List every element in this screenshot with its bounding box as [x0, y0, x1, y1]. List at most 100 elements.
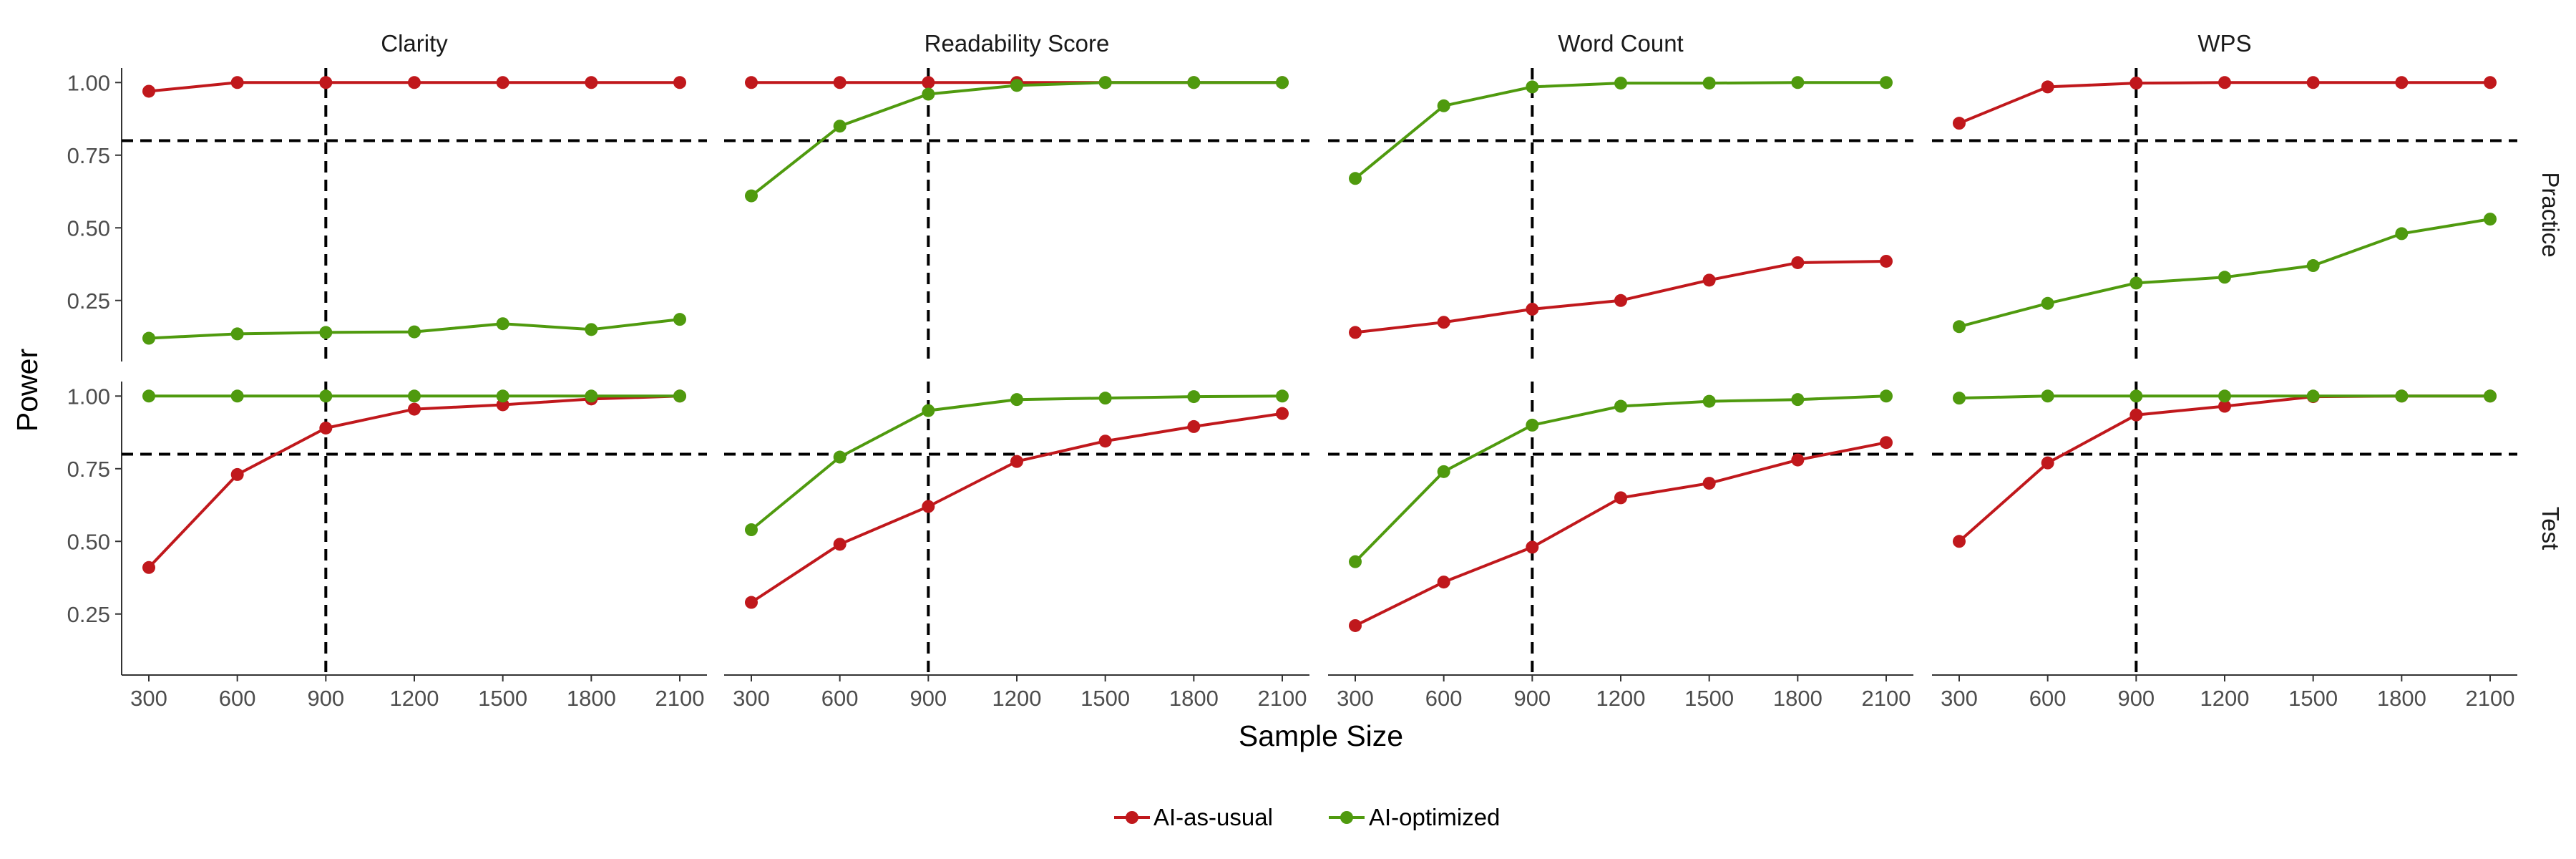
x-tick-label: 600: [821, 686, 859, 711]
series-line-ai-as-usual: [1355, 441, 1887, 627]
data-point-ai-optimized: [2218, 271, 2231, 284]
x-tick-label: 2100: [655, 686, 705, 711]
data-point-ai-as-usual: [2129, 408, 2143, 422]
x-axis-title: Sample Size: [1239, 719, 1403, 752]
data-point-ai-as-usual: [1526, 540, 1539, 554]
x-tick-label: 600: [2029, 686, 2067, 711]
y-tick-label: 1.00: [67, 70, 110, 95]
y-tick-label: 0.75: [67, 457, 110, 482]
data-point-ai-optimized: [142, 331, 155, 345]
data-point-ai-optimized: [1791, 393, 1805, 407]
data-point-ai-as-usual: [2041, 80, 2054, 94]
series-line-ai-as-usual: [147, 394, 680, 569]
x-tick-label: 1800: [1773, 686, 1823, 711]
panel-test-wps: [1953, 389, 2497, 548]
x-tick-label: 600: [1425, 686, 1463, 711]
data-point-ai-optimized: [2041, 296, 2054, 310]
y-axis-title: Power: [11, 349, 44, 432]
data-point-ai-optimized: [2306, 389, 2320, 403]
x-tick-label: 300: [1941, 686, 1978, 711]
data-point-ai-as-usual: [673, 76, 686, 89]
data-point-ai-optimized: [1010, 79, 1023, 92]
data-point-ai-as-usual: [1614, 491, 1627, 505]
data-point-ai-optimized: [1953, 392, 1966, 405]
data-point-ai-as-usual: [2484, 76, 2497, 89]
data-point-ai-optimized: [1276, 389, 1289, 403]
data-point-ai-optimized: [408, 389, 421, 403]
facet-label-test: Test: [2537, 507, 2564, 550]
data-point-ai-optimized: [319, 326, 333, 339]
data-point-ai-optimized: [2306, 259, 2320, 273]
data-point-ai-optimized: [496, 389, 509, 403]
data-point-ai-as-usual: [2129, 77, 2143, 90]
x-tick-label: 900: [2117, 686, 2155, 711]
data-point-ai-optimized: [1526, 418, 1539, 432]
panel-test-word-count: [1349, 389, 1893, 632]
x-tick-label: 900: [909, 686, 947, 711]
data-point-ai-optimized: [922, 404, 935, 417]
data-point-ai-optimized: [1614, 77, 1627, 90]
data-point-ai-as-usual: [408, 402, 421, 416]
data-point-ai-optimized: [745, 189, 758, 203]
data-point-ai-optimized: [1702, 77, 1716, 90]
data-point-ai-optimized: [1187, 390, 1201, 404]
data-point-ai-as-usual: [1880, 436, 1893, 450]
data-point-ai-as-usual: [1437, 316, 1450, 329]
y-tick-label: 0.25: [67, 602, 110, 627]
x-tick-label: 300: [1337, 686, 1374, 711]
legend-label-ai-as-usual: AI-as-usual: [1153, 804, 1273, 830]
data-point-ai-optimized: [833, 120, 847, 133]
data-point-ai-as-usual: [1880, 254, 1893, 268]
data-point-ai-as-usual: [745, 596, 758, 609]
data-point-ai-optimized: [1880, 76, 1893, 89]
y-tick-label: 1.00: [67, 384, 110, 409]
data-point-ai-optimized: [1702, 394, 1716, 408]
data-point-ai-optimized: [585, 323, 598, 336]
data-point-ai-as-usual: [319, 76, 333, 89]
data-point-ai-optimized: [1187, 76, 1201, 89]
data-point-ai-optimized: [1349, 172, 1362, 185]
data-point-ai-optimized: [673, 313, 686, 326]
data-point-ai-optimized: [2395, 227, 2409, 241]
data-point-ai-optimized: [2218, 389, 2231, 403]
facet-label-clarity: Clarity: [381, 30, 448, 57]
x-tick-label: 600: [219, 686, 256, 711]
data-point-ai-as-usual: [1526, 302, 1539, 316]
data-point-ai-as-usual: [496, 76, 509, 89]
x-tick-label: 300: [733, 686, 770, 711]
data-point-ai-optimized: [1437, 99, 1450, 112]
data-point-ai-optimized: [230, 389, 244, 403]
x-tick-label: 1500: [1080, 686, 1130, 711]
data-point-ai-as-usual: [2306, 76, 2320, 89]
data-point-ai-optimized: [1880, 389, 1893, 403]
data-point-ai-optimized: [585, 389, 598, 403]
data-point-ai-optimized: [1276, 76, 1289, 89]
x-tick-label: 1800: [1169, 686, 1219, 711]
data-point-ai-as-usual: [142, 560, 155, 574]
x-tick-label: 1200: [2200, 686, 2250, 711]
data-point-ai-optimized: [2484, 389, 2497, 403]
data-point-ai-optimized: [2129, 389, 2143, 403]
data-point-ai-as-usual: [1791, 453, 1805, 467]
data-point-ai-as-usual: [922, 500, 935, 513]
legend-key-point-ai-optimized: [1340, 811, 1353, 824]
x-tick-label: 1800: [567, 686, 616, 711]
panel-test-clarity: [142, 389, 686, 574]
data-point-ai-optimized: [1791, 76, 1805, 89]
x-tick-label: 900: [307, 686, 344, 711]
data-point-ai-as-usual: [1791, 256, 1805, 269]
x-tick-label: 1800: [2377, 686, 2426, 711]
data-point-ai-optimized: [496, 317, 509, 331]
data-point-ai-optimized: [142, 389, 155, 403]
data-point-ai-optimized: [922, 87, 935, 101]
x-tick-label: 1200: [390, 686, 439, 711]
data-point-ai-as-usual: [1010, 455, 1023, 468]
x-tick-label: 2100: [1862, 686, 1911, 711]
series-line-ai-optimized: [750, 81, 1282, 198]
data-point-ai-optimized: [673, 389, 686, 403]
panel-practice-clarity: [142, 76, 686, 345]
data-point-ai-optimized: [1953, 320, 1966, 334]
data-point-ai-optimized: [2129, 276, 2143, 290]
facet-label-wps: WPS: [2197, 30, 2251, 57]
